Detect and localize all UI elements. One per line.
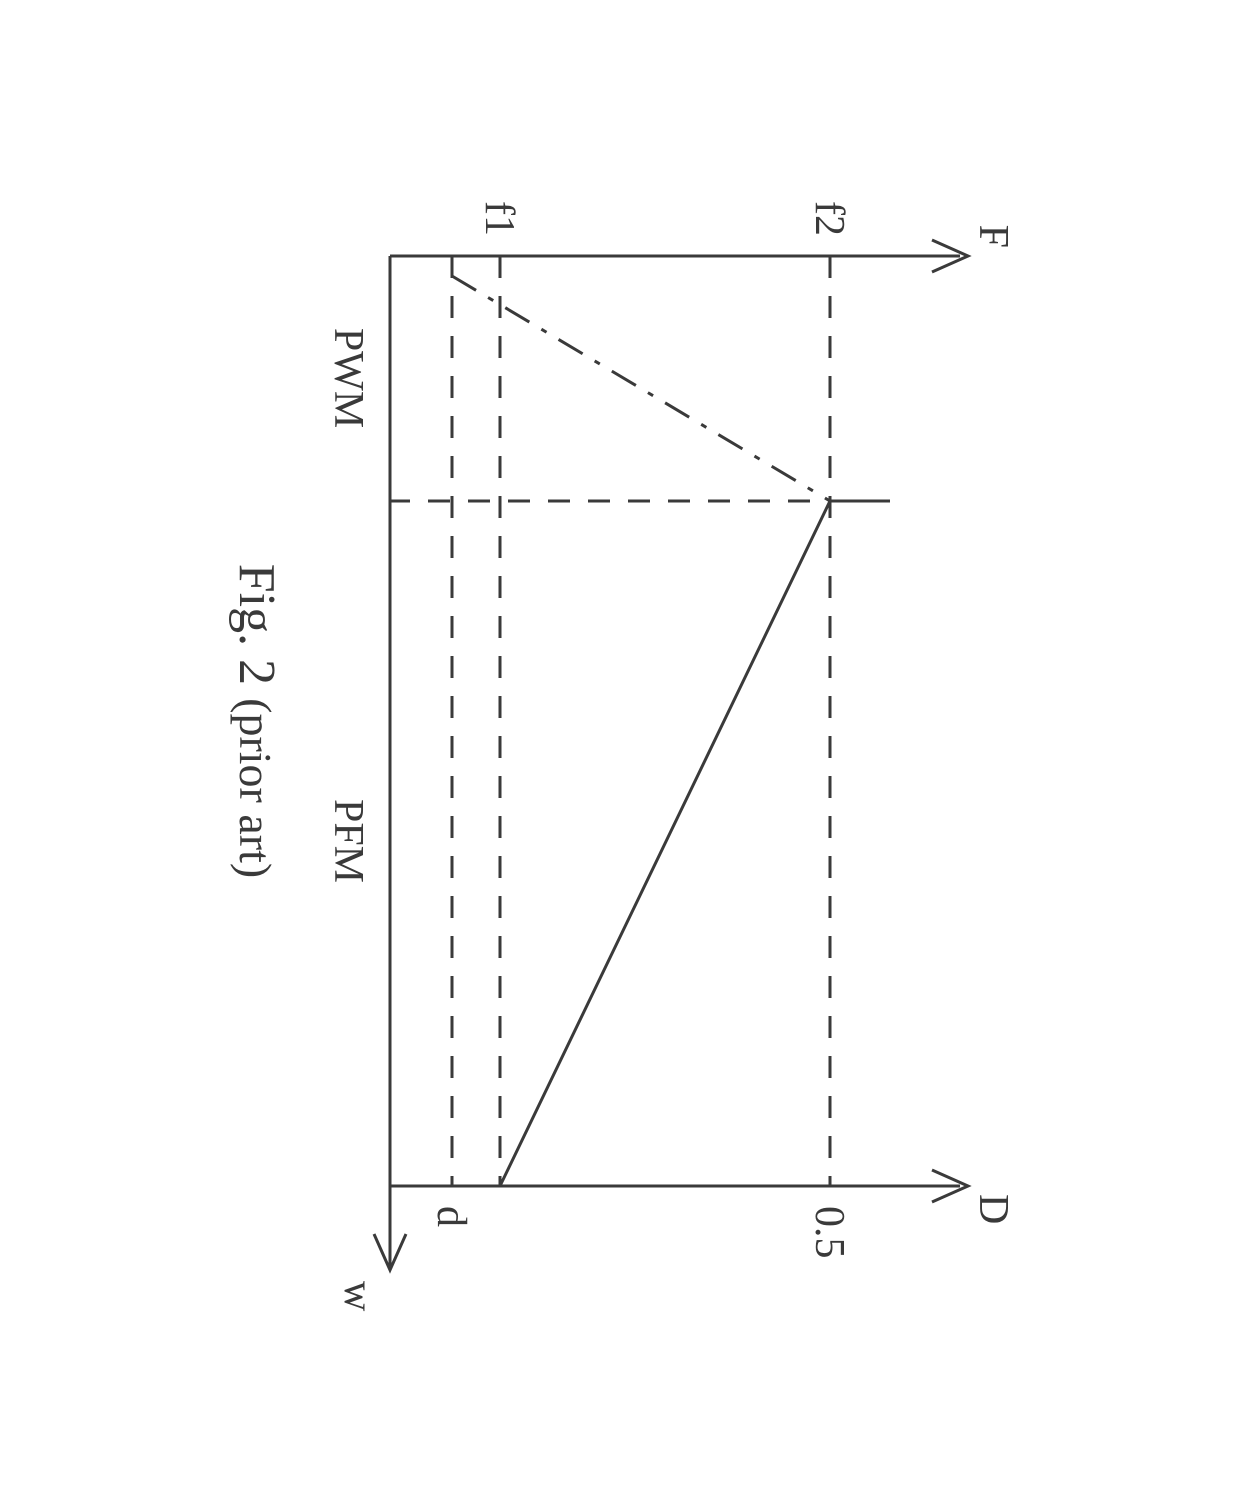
bottom-axis-label: w — [335, 1281, 381, 1312]
rotated-diagram-wrapper: F Dw f2 f1 0.5 d PWM PFM Fig. 2 (prior art) — [0, 136, 1240, 1376]
left-tick-f1: f1 — [476, 201, 522, 236]
right-tick-0.5: 0.5 — [806, 1206, 852, 1259]
right-tick-d: d — [428, 1206, 474, 1227]
left-axis-label: F — [970, 225, 1016, 248]
chart-area: F Dw f2 f1 0.5 d PWM PFM Fig. 2 (prior art) — [210, 106, 1030, 1406]
chart-svg: F Dw f2 f1 0.5 d PWM PFM Fig. 2 (prior art) — [210, 106, 1030, 1406]
right-axis-label: D — [970, 1194, 1016, 1224]
region-label: PWM — [325, 328, 371, 428]
region-label: PFM — [325, 799, 371, 883]
left-tick-f2: f2 — [806, 201, 852, 236]
d-curve — [452, 276, 830, 501]
figure-caption: Fig. 2 (prior art) — [228, 564, 285, 878]
f-curve — [500, 501, 890, 1186]
